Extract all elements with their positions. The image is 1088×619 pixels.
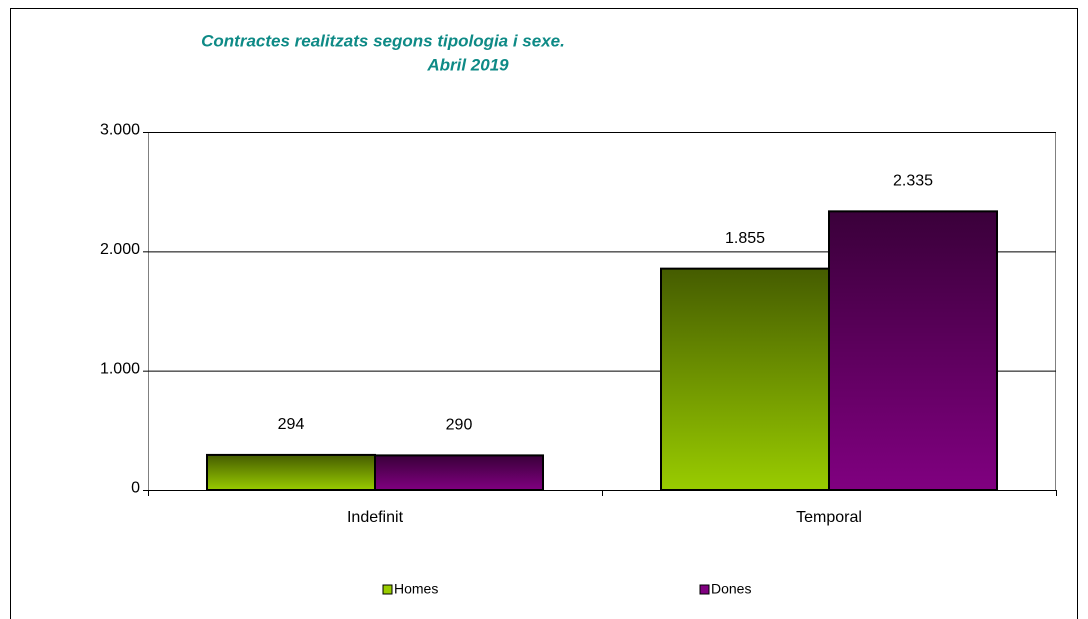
legend-label: Homes [394, 581, 438, 597]
legend-swatch [382, 584, 393, 595]
value-label: 2.335 [893, 173, 933, 190]
y-tick-label: 1.000 [100, 360, 140, 377]
y-tick-label: 2.000 [100, 241, 140, 258]
x-tick-label: Temporal [796, 509, 862, 526]
value-label: 1.855 [725, 230, 765, 247]
bar [660, 267, 830, 491]
chart-border [10, 8, 1078, 619]
bar [374, 454, 544, 492]
legend-label: Dones [711, 581, 751, 597]
bar [206, 453, 376, 491]
legend-swatch [699, 584, 710, 595]
y-tick-label: 3.000 [100, 122, 140, 139]
chart-subtitle: Abril 2019 [426, 55, 509, 74]
value-label: 294 [278, 416, 305, 433]
y-tick-label: 0 [131, 480, 140, 497]
x-tick-label: Indefinit [347, 509, 404, 526]
bar [828, 210, 998, 492]
chart-title: Contractes realitzats segons tipologia i… [201, 31, 565, 50]
value-label: 290 [446, 417, 473, 434]
